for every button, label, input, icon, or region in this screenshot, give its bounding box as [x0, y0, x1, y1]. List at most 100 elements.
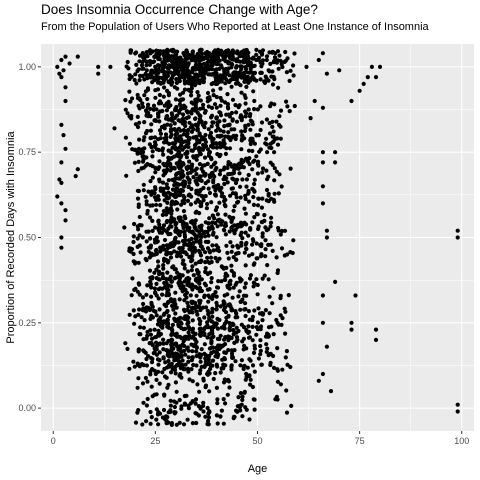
data-point [247, 162, 252, 167]
data-point [172, 411, 177, 416]
data-point [175, 86, 180, 91]
data-point [182, 60, 187, 65]
data-point [205, 405, 210, 411]
data-point [178, 218, 183, 223]
data-point [207, 317, 212, 322]
data-point [244, 177, 249, 182]
data-point [194, 123, 199, 128]
data-point [225, 392, 230, 397]
data-point [267, 50, 272, 55]
data-point [272, 59, 277, 64]
data-point [157, 159, 162, 164]
data-point [193, 116, 198, 121]
data-point [251, 202, 256, 207]
data-point [227, 385, 232, 390]
data-point [214, 307, 219, 312]
data-point [133, 51, 138, 56]
data-point [141, 66, 146, 71]
data-point [170, 118, 175, 123]
data-point [132, 160, 137, 165]
data-point [148, 128, 153, 133]
data-point [202, 124, 207, 129]
data-point [160, 146, 165, 151]
data-point [136, 146, 141, 151]
data-point [149, 384, 154, 389]
data-point [172, 179, 177, 184]
data-point [147, 255, 152, 260]
data-point [156, 197, 161, 202]
data-point [153, 95, 158, 100]
data-point [63, 218, 68, 223]
data-point [214, 105, 219, 110]
data-point [222, 223, 228, 229]
data-point [128, 99, 133, 104]
data-point [162, 374, 168, 379]
data-point [186, 115, 191, 120]
data-point [194, 353, 199, 359]
data-point [270, 119, 275, 124]
data-point [237, 171, 242, 176]
data-point [214, 141, 219, 146]
data-point [235, 337, 240, 342]
data-point [157, 319, 162, 324]
data-point [278, 108, 284, 113]
data-point [162, 198, 167, 203]
data-point [162, 392, 167, 397]
data-point [187, 159, 192, 164]
data-point [234, 57, 240, 62]
data-point [257, 311, 263, 316]
data-point [179, 336, 184, 341]
data-point [226, 348, 231, 353]
data-point [152, 270, 157, 275]
data-point [180, 273, 185, 278]
data-point [242, 250, 247, 255]
data-point [179, 353, 184, 358]
data-point [133, 286, 138, 291]
data-point [143, 131, 149, 136]
data-point [147, 72, 153, 77]
data-point [173, 97, 178, 102]
data-point [373, 75, 379, 80]
data-point [278, 136, 283, 141]
data-point [271, 286, 276, 291]
data-point [176, 170, 181, 175]
data-point [158, 136, 163, 141]
data-point [125, 59, 130, 65]
data-point [260, 234, 265, 239]
data-point [134, 62, 139, 67]
data-point [235, 404, 240, 409]
data-point [123, 98, 128, 103]
data-point [152, 78, 157, 83]
data-point [267, 311, 272, 316]
data-point [282, 228, 288, 233]
data-point [173, 380, 178, 385]
data-point [247, 417, 252, 422]
data-point [130, 276, 135, 281]
data-point [143, 194, 148, 199]
data-point [239, 358, 244, 363]
data-point [215, 212, 220, 217]
data-point [203, 414, 208, 419]
data-point [243, 307, 248, 312]
data-point [180, 147, 185, 152]
data-point [254, 47, 259, 53]
data-point [246, 233, 251, 238]
data-point [168, 134, 173, 139]
data-point [217, 119, 222, 124]
data-point [198, 114, 203, 119]
data-point [169, 211, 174, 216]
data-point [266, 199, 271, 204]
data-point [157, 381, 162, 386]
data-point [252, 407, 257, 412]
data-point [289, 403, 294, 408]
data-point [272, 178, 277, 183]
data-point [197, 231, 202, 236]
data-point [328, 389, 334, 394]
data-point [59, 245, 64, 250]
data-point [185, 282, 191, 287]
data-point [142, 93, 147, 98]
data-point [192, 143, 198, 148]
data-point [213, 81, 218, 86]
data-point [197, 178, 203, 183]
data-point [230, 117, 235, 122]
